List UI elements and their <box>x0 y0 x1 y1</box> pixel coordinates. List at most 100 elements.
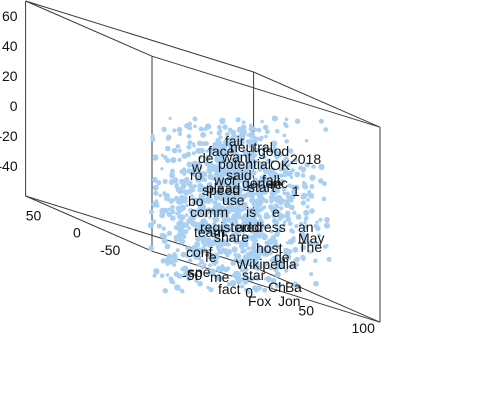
word-label: a <box>294 279 302 295</box>
cloud-point <box>185 203 189 207</box>
cloud-point <box>246 234 251 239</box>
cloud-point <box>259 199 264 204</box>
cloud-point <box>243 165 248 170</box>
cloud-point <box>229 171 235 178</box>
cloud-point <box>309 174 316 181</box>
cloud-point <box>278 180 285 187</box>
cloud-point <box>270 277 277 284</box>
cloud-point <box>264 277 268 281</box>
cloud-point <box>300 244 307 251</box>
word-label: fe <box>205 249 217 265</box>
cloud-point <box>225 239 230 243</box>
word-label: fact <box>218 281 241 297</box>
cloud-point <box>187 125 193 131</box>
box-edge-front-bottom-y <box>25 195 153 252</box>
y-tick-label: 50 <box>26 207 42 223</box>
cloud-point <box>300 193 307 200</box>
cloud-point <box>212 230 217 235</box>
cloud-point <box>252 285 258 291</box>
cloud-point <box>274 260 280 266</box>
cloud-point <box>232 177 239 184</box>
cloud-point <box>246 246 251 251</box>
cloud-point <box>318 178 324 184</box>
cloud-point <box>273 221 279 227</box>
word-label: potential <box>218 156 271 172</box>
cloud-point <box>245 212 251 217</box>
cloud-point <box>215 183 219 188</box>
y-tick-label: 0 <box>73 225 81 241</box>
cloud-point <box>285 191 291 197</box>
cloud-point <box>308 192 315 199</box>
cloud-point <box>266 223 271 227</box>
cloud-point <box>271 213 276 219</box>
cloud-point <box>175 211 179 216</box>
cloud-point <box>197 221 204 228</box>
cloud-point <box>203 157 208 162</box>
cloud-point <box>186 161 193 168</box>
cloud-point <box>243 267 249 272</box>
cloud-point <box>311 164 316 169</box>
cloud-point <box>162 179 168 184</box>
cloud-point <box>230 280 237 287</box>
cloud-point <box>307 189 312 194</box>
word-label: May <box>298 230 324 246</box>
cloud-point <box>218 182 225 189</box>
cloud-point <box>288 197 294 203</box>
cloud-point <box>300 200 306 206</box>
cloud-point <box>238 277 244 283</box>
cloud-point <box>186 276 192 281</box>
cloud-point <box>251 265 256 270</box>
cloud-point <box>286 163 291 168</box>
word-label: address <box>236 219 286 235</box>
cloud-point <box>318 217 323 222</box>
cloud-point <box>313 241 320 247</box>
cloud-point <box>199 166 203 170</box>
cloud-point <box>309 208 315 214</box>
cloud-point <box>284 117 289 122</box>
word-label: de <box>274 249 290 265</box>
word-label: fair <box>225 133 245 149</box>
cloud-point <box>248 218 255 224</box>
cloud-point <box>294 224 299 229</box>
cloud-point <box>168 116 172 120</box>
cloud-point <box>282 223 286 227</box>
cloud-point <box>267 171 272 177</box>
cloud-point <box>172 263 177 267</box>
word-label: fall <box>262 172 280 188</box>
cloud-point <box>169 278 175 284</box>
cloud-point <box>245 175 250 180</box>
x-tick-label: 50 <box>298 302 314 318</box>
cloud-point <box>156 180 162 186</box>
cloud-point <box>233 196 238 201</box>
cloud-point <box>177 131 183 137</box>
word-label: team <box>194 224 225 240</box>
cloud-point <box>279 206 284 211</box>
cloud-point <box>222 124 228 130</box>
cloud-point <box>230 157 235 161</box>
cloud-point <box>256 148 260 152</box>
y-tick-label: -50 <box>100 242 120 258</box>
cloud-point <box>182 172 187 176</box>
cloud-point <box>243 151 249 157</box>
cloud-point <box>285 216 291 222</box>
cloud-point <box>288 148 294 154</box>
cloud-point <box>255 267 260 272</box>
cloud-point <box>321 181 327 187</box>
cloud-point <box>225 248 232 255</box>
cloud-point <box>282 220 287 224</box>
cloud-point <box>240 124 247 131</box>
cloud-point <box>199 229 204 234</box>
cloud-point <box>248 138 253 143</box>
cloud-point <box>262 287 268 293</box>
cloud-point <box>155 203 160 208</box>
cloud-point <box>183 195 188 200</box>
cloud-point <box>282 198 286 203</box>
cloud-point <box>177 148 182 153</box>
cloud-point <box>175 186 180 191</box>
cloud-point <box>252 241 257 247</box>
cloud-point <box>265 243 270 249</box>
word-label: re <box>270 176 283 192</box>
cloud-point <box>153 268 160 275</box>
word-label: share <box>214 229 249 245</box>
cloud-point <box>237 126 242 132</box>
